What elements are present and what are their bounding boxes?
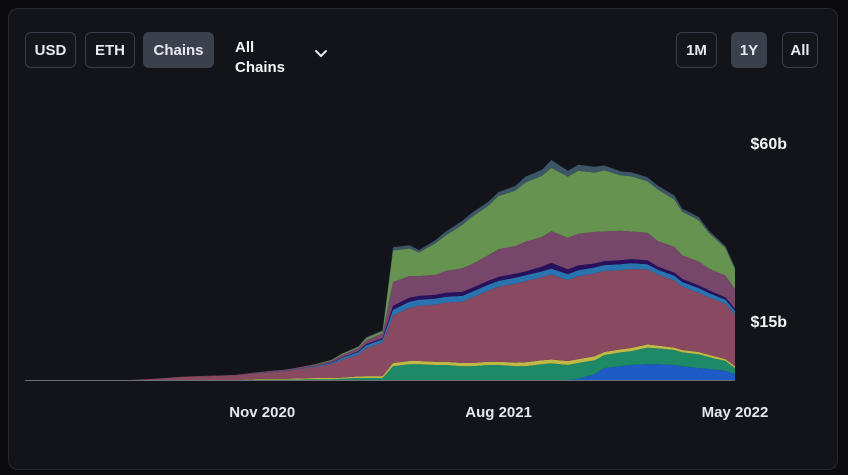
chains-button[interactable]: Chains	[143, 32, 214, 68]
area-series-7	[25, 167, 735, 380]
eth-button[interactable]: ETH	[85, 32, 135, 68]
x-tick-label: Nov 2020	[229, 404, 295, 421]
area-series-2	[25, 344, 735, 380]
range-1y-button[interactable]: 1Y	[731, 32, 767, 68]
area-series-5	[25, 259, 735, 380]
area-series-0	[25, 364, 735, 380]
range-all-button[interactable]: All	[782, 32, 818, 68]
area-series-group	[25, 160, 735, 381]
usd-button[interactable]: USD	[25, 32, 76, 68]
area-series-6	[25, 230, 735, 380]
y-axis: $15b $60b	[751, 136, 788, 331]
area-series-1	[25, 347, 735, 380]
x-axis: Nov 2020 Aug 2021 May 2022	[229, 404, 768, 421]
x-tick-label: Aug 2021	[465, 404, 532, 421]
chain-select-value: All Chains	[235, 39, 286, 76]
range-1m-button[interactable]: 1M	[676, 32, 717, 68]
area-series-4	[25, 263, 735, 380]
x-tick-label: May 2022	[702, 404, 769, 421]
chain-select-dropdown[interactable]: All Chains	[225, 32, 341, 78]
chevron-down-icon	[315, 50, 327, 57]
y-tick-label: $60b	[751, 136, 788, 153]
area-series-3	[25, 269, 735, 380]
y-tick-label: $15b	[751, 314, 788, 331]
